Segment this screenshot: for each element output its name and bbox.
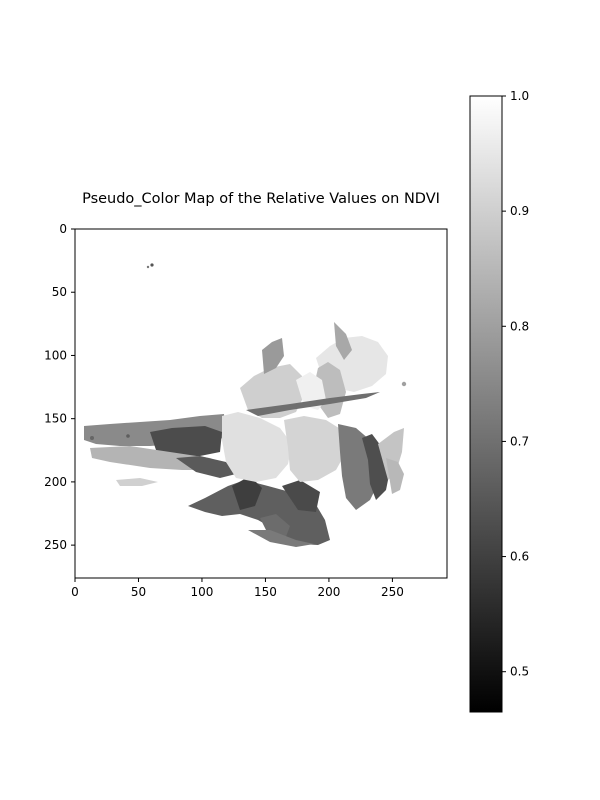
plot-frame (74, 228, 448, 579)
y-tick-label: 250 (44, 538, 67, 552)
x-tick-label: 150 (254, 585, 277, 599)
x-tick-label: 200 (317, 585, 340, 599)
x-tick-label: 0 (71, 585, 79, 599)
colorbar-axis: 0.5 0.6 0.7 0.8 0.9 1.0 (502, 89, 529, 679)
y-tick-label: 50 (52, 285, 67, 299)
y-axis: 0 50 100 150 200 250 (44, 222, 75, 552)
colorbar (469, 95, 503, 713)
x-tick-label: 100 (191, 585, 214, 599)
colorbar-tick-label: 0.7 (510, 434, 529, 448)
x-tick-label: 50 (131, 585, 146, 599)
x-axis: 0 50 100 150 200 250 (71, 578, 404, 599)
colorbar-tick-label: 0.8 (510, 319, 529, 333)
colorbar-tick-label: 1.0 (510, 89, 529, 103)
y-tick-label: 100 (44, 348, 67, 362)
colorbar-tick-label: 0.5 (510, 665, 529, 679)
colorbar-tick-label: 0.6 (510, 550, 529, 564)
y-tick-label: 0 (59, 222, 67, 236)
chart-title: Pseudo_Color Map of the Relative Values … (82, 191, 440, 207)
x-tick-label: 250 (381, 585, 404, 599)
colorbar-tick-label: 0.9 (510, 204, 529, 218)
y-tick-label: 150 (44, 412, 67, 426)
y-tick-label: 200 (44, 475, 67, 489)
ndvi-plant-image (75, 229, 447, 578)
